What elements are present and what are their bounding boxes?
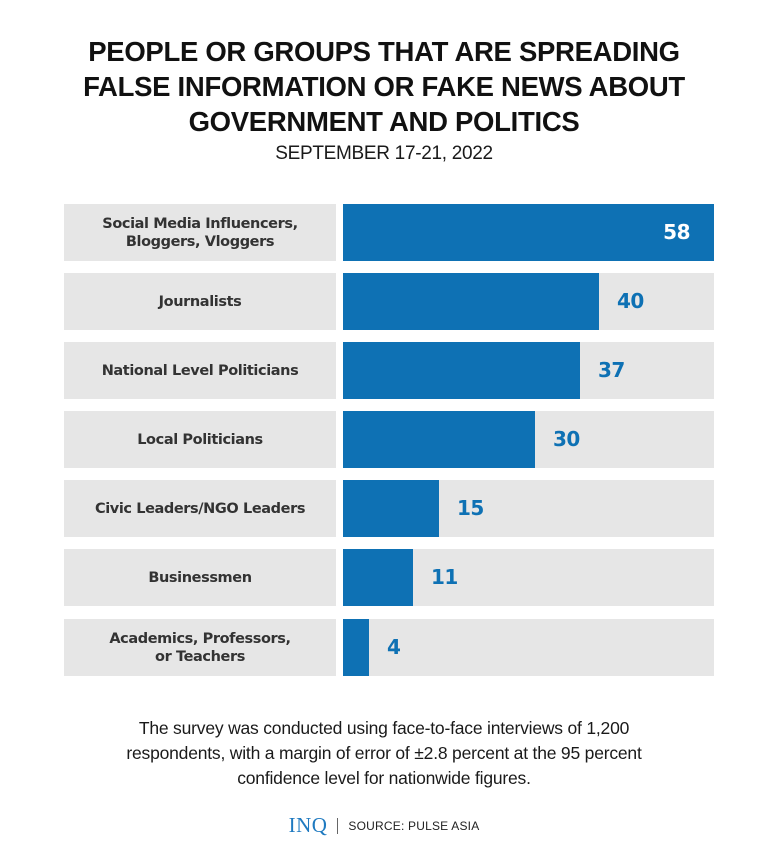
bar (343, 619, 369, 676)
title-line-1: PEOPLE OR GROUPS THAT ARE SPREADING (88, 36, 680, 67)
bar-value: 15 (457, 496, 484, 520)
bar (343, 411, 535, 468)
title-line-3: GOVERNMENT AND POLITICS (188, 106, 580, 137)
inq-logo: INQ (288, 813, 328, 837)
bar-label: Businessmen (64, 549, 336, 606)
bar-track: 30 (343, 411, 714, 468)
footer: INQ SOURCE: PULSE ASIA (0, 813, 768, 838)
bar-row-academics: Academics, Professors, or Teachers 4 (64, 619, 714, 676)
bar-row-local-politicians: Local Politicians 30 (64, 411, 714, 468)
bar (343, 342, 580, 399)
chart-subtitle: SEPTEMBER 17-21, 2022 (275, 143, 493, 164)
title-line-2: FALSE INFORMATION OR FAKE NEWS ABOUT (83, 71, 685, 102)
bar-row-national-politicians: National Level Politicians 37 (64, 342, 714, 399)
chart-title: PEOPLE OR GROUPS THAT ARE SPREADING FALS… (0, 34, 768, 139)
bar-label: National Level Politicians (64, 342, 336, 399)
bar-value: 58 (663, 220, 690, 244)
bar (343, 204, 714, 261)
bar-row-civic-leaders: Civic Leaders/NGO Leaders 15 (64, 480, 714, 537)
bar-value: 37 (598, 358, 625, 382)
bar-value: 40 (617, 289, 644, 313)
bar-label: Civic Leaders/NGO Leaders (64, 480, 336, 537)
bar-label: Social Media Influencers, Bloggers, Vlogg… (64, 204, 336, 261)
footer-divider (337, 817, 339, 834)
bar-value: 4 (387, 635, 401, 659)
bar-row-journalists: Journalists 40 (64, 273, 714, 330)
bar (343, 273, 599, 330)
methodology-note: The survey was conducted using face-to-f… (126, 718, 642, 788)
bar (343, 480, 439, 537)
bar-track: 58 (343, 204, 714, 261)
bar-track: 40 (343, 273, 714, 330)
bar-label: Journalists (64, 273, 336, 330)
bar-track: 4 (343, 619, 714, 676)
bar-value: 30 (553, 427, 580, 451)
bar-label: Local Politicians (64, 411, 336, 468)
bar (343, 549, 413, 606)
bar-track: 37 (343, 342, 714, 399)
bar-track: 15 (343, 480, 714, 537)
bar-row-businessmen: Businessmen 11 (64, 549, 714, 606)
bar-value: 11 (431, 565, 458, 589)
source-credit: SOURCE: PULSE ASIA (348, 818, 480, 833)
bar-row-social-media: Social Media Influencers, Bloggers, Vlogg… (64, 204, 714, 261)
bar-label: Academics, Professors, or Teachers (64, 619, 336, 676)
bar-track: 11 (343, 549, 714, 606)
